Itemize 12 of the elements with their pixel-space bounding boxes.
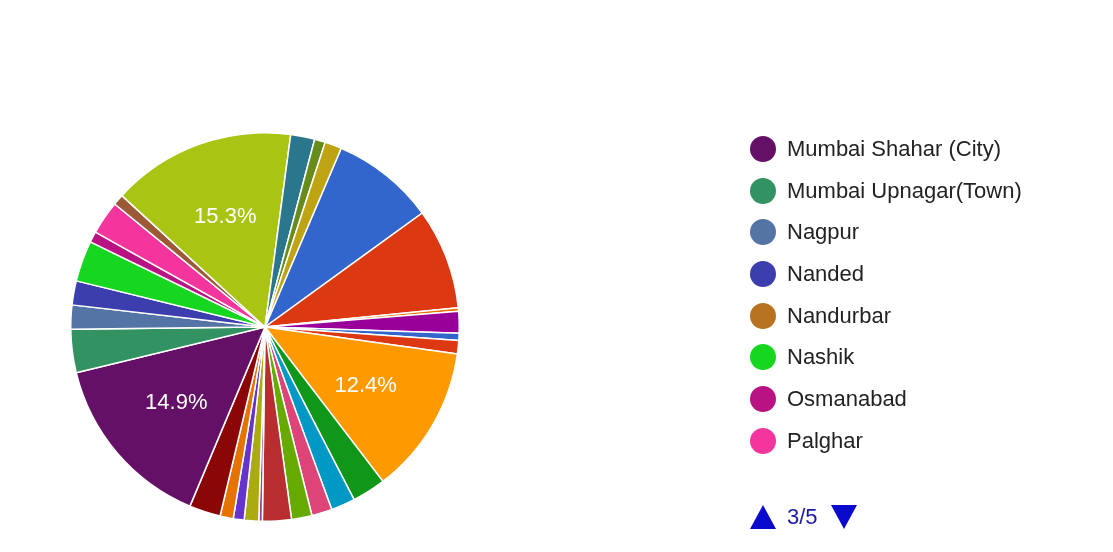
data-label: 12.4% [334, 371, 397, 397]
legend-label: Nashik [787, 344, 855, 371]
legend-label: Osmanabad [787, 385, 907, 412]
legend-label: Palghar [787, 427, 863, 454]
legend-label: Nanded [787, 260, 865, 287]
data-label: 14.9% [145, 388, 208, 414]
legend-label: Nagpur [787, 219, 860, 246]
data-label: 15.3% [194, 203, 257, 229]
legend-label: Mumbai Upnagar(Town) [787, 177, 1022, 204]
legend-label: Mumbai Shahar (City) [787, 135, 1001, 162]
legend-label: Nandurbar [787, 302, 891, 329]
text: 3/5 [787, 503, 818, 530]
